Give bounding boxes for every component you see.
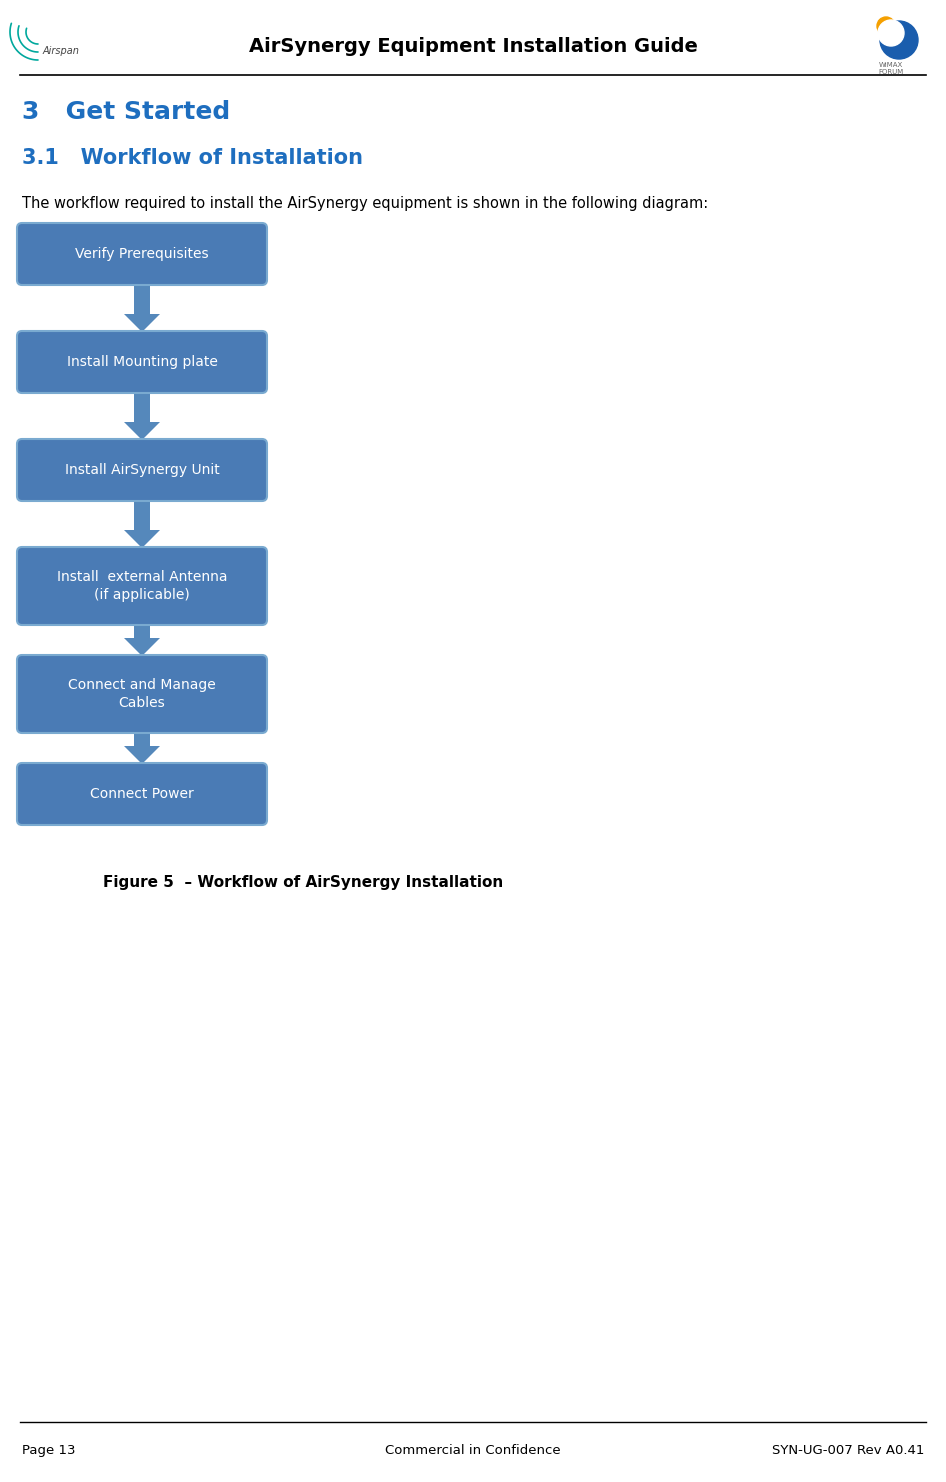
- Polygon shape: [124, 499, 160, 548]
- Text: 3   Get Started: 3 Get Started: [22, 99, 230, 124]
- Text: AirSynergy Equipment Installation Guide: AirSynergy Equipment Installation Guide: [249, 37, 697, 56]
- Text: Page 13: Page 13: [22, 1443, 76, 1457]
- Text: Install AirSynergy Unit: Install AirSynergy Unit: [64, 462, 219, 477]
- Circle shape: [877, 16, 895, 36]
- Polygon shape: [124, 285, 160, 332]
- Text: Connect and Manage
Cables: Connect and Manage Cables: [68, 677, 216, 710]
- Text: Verify Prerequisites: Verify Prerequisites: [75, 247, 209, 261]
- FancyBboxPatch shape: [17, 763, 267, 825]
- Circle shape: [878, 19, 904, 46]
- Polygon shape: [124, 732, 160, 765]
- Text: Connect Power: Connect Power: [90, 787, 194, 800]
- Text: Install  external Antenna
(if applicable): Install external Antenna (if applicable): [57, 569, 227, 602]
- Polygon shape: [124, 393, 160, 440]
- Text: The workflow required to install the AirSynergy equipment is shown in the follow: The workflow required to install the Air…: [22, 196, 709, 210]
- Text: 3.1   Workflow of Installation: 3.1 Workflow of Installation: [22, 148, 363, 167]
- Circle shape: [880, 21, 918, 59]
- Text: Commercial in Confidence: Commercial in Confidence: [385, 1443, 561, 1457]
- FancyBboxPatch shape: [17, 655, 267, 734]
- Text: Install Mounting plate: Install Mounting plate: [66, 356, 218, 369]
- FancyBboxPatch shape: [17, 439, 267, 501]
- Polygon shape: [124, 624, 160, 657]
- Text: SYN-UG-007 Rev A0.41: SYN-UG-007 Rev A0.41: [772, 1443, 924, 1457]
- FancyBboxPatch shape: [17, 330, 267, 393]
- FancyBboxPatch shape: [17, 547, 267, 625]
- Text: Airspan: Airspan: [43, 46, 79, 56]
- Text: Figure 5  – Workflow of AirSynergy Installation: Figure 5 – Workflow of AirSynergy Instal…: [102, 874, 503, 891]
- FancyBboxPatch shape: [17, 222, 267, 285]
- Text: WiMAX
FORUM: WiMAX FORUM: [879, 62, 903, 76]
